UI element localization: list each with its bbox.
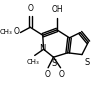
Text: CH₃: CH₃	[0, 29, 12, 35]
Text: O: O	[27, 4, 33, 13]
Text: OH: OH	[52, 5, 64, 14]
Text: CH₃: CH₃	[27, 59, 39, 65]
Text: O: O	[59, 70, 64, 79]
Text: O: O	[14, 27, 19, 36]
Text: N: N	[39, 44, 46, 53]
Text: S: S	[52, 59, 57, 68]
Text: O: O	[44, 70, 50, 79]
Text: S: S	[85, 58, 90, 67]
